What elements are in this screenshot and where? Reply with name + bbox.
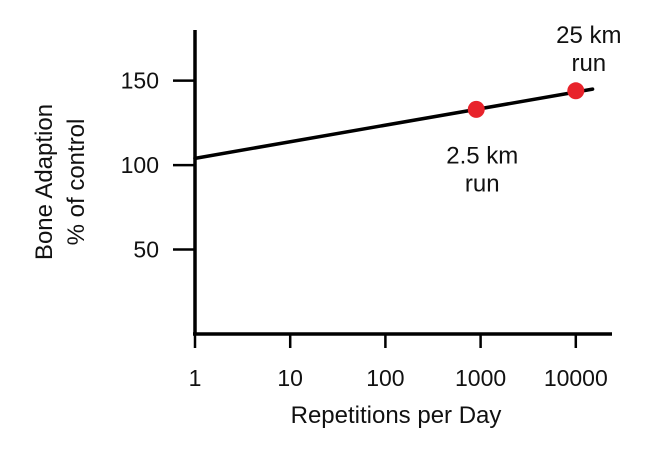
y-tick-label: 100 [121, 152, 159, 178]
x-axis-ticks: 1 10 100 1000 10000 [189, 334, 608, 391]
data-point [467, 100, 485, 118]
x-axis-title: Repetitions per Day [291, 402, 502, 429]
series-line [193, 87, 595, 161]
x-tick-label: 100 [366, 365, 404, 391]
point-annotation-line: 25 km [556, 22, 621, 49]
y-tick-label: 50 [133, 237, 159, 263]
x-tick-label: 1000 [455, 365, 506, 391]
data-point [567, 82, 585, 100]
point-annotation-line: run [465, 170, 500, 197]
y-axis-title-line-2: % of control [63, 119, 90, 246]
x-tick-label: 10 [277, 365, 303, 391]
y-axis-ticks: 50 100 150 [121, 68, 195, 263]
point-annotation-line: 2.5 km [446, 142, 518, 169]
x-tick-label: 1 [189, 365, 202, 391]
x-tick-label: 10000 [544, 365, 608, 391]
point-annotation-line: run [571, 50, 606, 77]
y-tick-label: 150 [121, 68, 159, 94]
axes [193, 30, 612, 336]
series [193, 82, 595, 161]
y-axis-title-line-1: Bone Adaption [31, 104, 58, 260]
